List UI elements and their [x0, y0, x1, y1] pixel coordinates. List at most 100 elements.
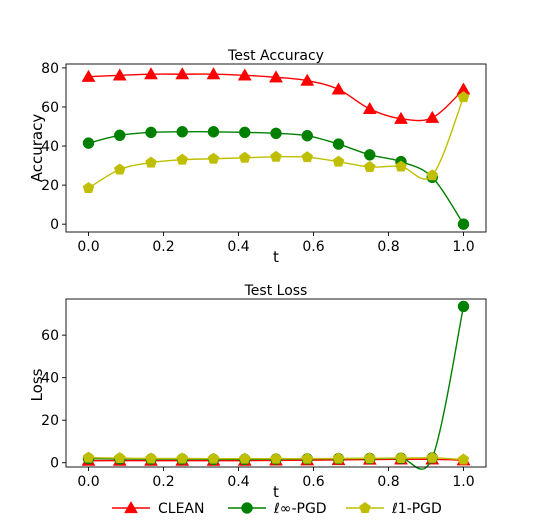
loss-data-point — [145, 452, 157, 464]
accuracy-plot-area — [81, 67, 471, 230]
accuracy-data-point — [300, 73, 315, 86]
loss-series-line — [88, 306, 465, 470]
loss-x-ticks: 0.0 0.2 0.4 0.6 0.8 1.0 — [77, 467, 475, 490]
accuracy-data-point — [175, 67, 190, 80]
loss-y-tick-label: 60 — [41, 328, 59, 344]
loss-plot-area — [81, 300, 471, 470]
accuracy-data-point — [395, 160, 407, 172]
accuracy-data-point — [426, 169, 439, 181]
accuracy-y-tick-label: 0 — [50, 217, 59, 233]
accuracy-x-tick-label: 0.2 — [152, 239, 174, 255]
loss-data-point — [332, 452, 345, 464]
loss-data-point — [426, 451, 439, 463]
accuracy-series-line — [88, 96, 465, 189]
accuracy-data-point — [362, 101, 377, 115]
accuracy-data-point — [425, 110, 440, 123]
accuracy-data-point — [238, 151, 251, 163]
accuracy-x-tick-label: 0.4 — [227, 239, 249, 255]
accuracy-y-ticks: 0 20 40 60 80 — [41, 61, 66, 233]
loss-x-tick-label: 0.2 — [152, 474, 174, 490]
accuracy-data-point — [301, 151, 314, 163]
loss-data-point — [395, 451, 407, 464]
loss-data-point — [363, 452, 376, 464]
accuracy-x-ticks: 0.0 0.2 0.4 0.6 0.8 1.0 — [77, 232, 475, 255]
accuracy-x-tick-label: 0.6 — [302, 239, 324, 255]
loss-y-ticks: 0 20 40 60 — [41, 328, 66, 472]
legend-label: ℓ1-PGD — [391, 501, 442, 517]
accuracy-y-tick-label: 60 — [41, 100, 59, 116]
loss-data-point — [301, 452, 314, 464]
accuracy-data-point — [457, 91, 470, 103]
loss-y-tick-label: 20 — [41, 413, 59, 429]
accuracy-series-circle — [82, 126, 470, 230]
accuracy-data-point — [364, 149, 376, 161]
accuracy-data-point — [331, 82, 346, 95]
accuracy-data-point — [145, 156, 157, 168]
accuracy-data-point — [270, 150, 282, 162]
accuracy-data-point — [81, 69, 96, 82]
accuracy-x-tick-label: 1.0 — [452, 239, 474, 255]
loss-x-tick-label: 0.4 — [227, 474, 249, 490]
accuracy-data-point — [145, 126, 157, 139]
accuracy-data-point — [112, 68, 127, 81]
loss-data-point — [176, 452, 189, 464]
accuracy-data-point — [237, 68, 252, 81]
legend-marker — [359, 501, 371, 513]
accuracy-data-point — [269, 70, 283, 83]
loss-x-axis-label: t — [273, 483, 279, 501]
loss-x-tick-label: 0.0 — [77, 474, 99, 490]
accuracy-data-point — [176, 126, 188, 138]
accuracy-y-axis-label: Accuracy — [28, 114, 46, 183]
loss-series-circle — [82, 300, 470, 470]
accuracy-x-axis-label: t — [273, 248, 279, 266]
accuracy-data-point — [82, 137, 95, 149]
accuracy-data-point — [270, 127, 282, 140]
loss-data-point — [207, 452, 220, 464]
accuracy-data-point — [207, 126, 220, 138]
loss-data-point — [457, 453, 470, 465]
legend-marker — [241, 502, 253, 514]
loss-y-tick-label: 0 — [50, 456, 59, 472]
loss-y-tick-label: 40 — [41, 371, 59, 387]
legend: CLEAN ℓ∞-PGD ℓ1-PGD — [112, 500, 442, 517]
accuracy-data-point — [82, 181, 95, 193]
accuracy-data-point — [206, 67, 221, 80]
loss-x-tick-label: 0.8 — [377, 474, 399, 490]
accuracy-data-point — [332, 155, 345, 167]
accuracy-data-point — [239, 126, 251, 139]
accuracy-title: Test Accuracy — [227, 48, 324, 64]
legend-item: ℓ∞-PGD — [228, 501, 327, 517]
accuracy-data-point — [457, 218, 470, 230]
loss-data-point — [270, 452, 282, 464]
legend-marker — [124, 500, 138, 514]
loss-data-point — [238, 452, 251, 464]
loss-axes-frame — [65, 298, 487, 468]
loss-y-axis-label: Loss — [28, 368, 46, 401]
accuracy-data-point — [363, 160, 376, 172]
accuracy-data-point — [113, 163, 126, 175]
loss-panel: Test Loss 0.0 0.2 0.4 0.6 0.8 1.0 0 20 40 60 t L… — [28, 283, 487, 501]
accuracy-x-tick-label: 0.8 — [377, 239, 399, 255]
accuracy-series-pentagon — [82, 91, 470, 193]
loss-x-tick-label: 0.6 — [302, 474, 324, 490]
accuracy-y-tick-label: 40 — [41, 139, 59, 155]
accuracy-data-point — [207, 152, 220, 164]
accuracy-data-point — [144, 67, 158, 80]
legend-label: CLEAN — [158, 501, 204, 517]
accuracy-data-point — [301, 129, 313, 142]
accuracy-y-tick-label: 80 — [41, 61, 59, 77]
loss-title: Test Loss — [244, 283, 308, 299]
accuracy-y-tick-label: 20 — [41, 178, 59, 194]
accuracy-data-point — [113, 129, 126, 142]
loss-data-point — [457, 300, 470, 313]
legend-label: ℓ∞-PGD — [273, 501, 327, 517]
accuracy-x-tick-label: 0.0 — [77, 239, 99, 255]
legend-item: ℓ1-PGD — [346, 501, 442, 517]
accuracy-data-point — [176, 153, 189, 165]
loss-x-tick-label: 1.0 — [452, 474, 474, 490]
loss-data-point — [82, 451, 95, 463]
loss-series-pentagon — [82, 451, 470, 465]
accuracy-panel: Test Accuracy 0.0 0.2 0.4 0.6 0.8 1.0 0 20 40 60… — [28, 48, 487, 266]
legend-item: CLEAN — [112, 500, 204, 517]
